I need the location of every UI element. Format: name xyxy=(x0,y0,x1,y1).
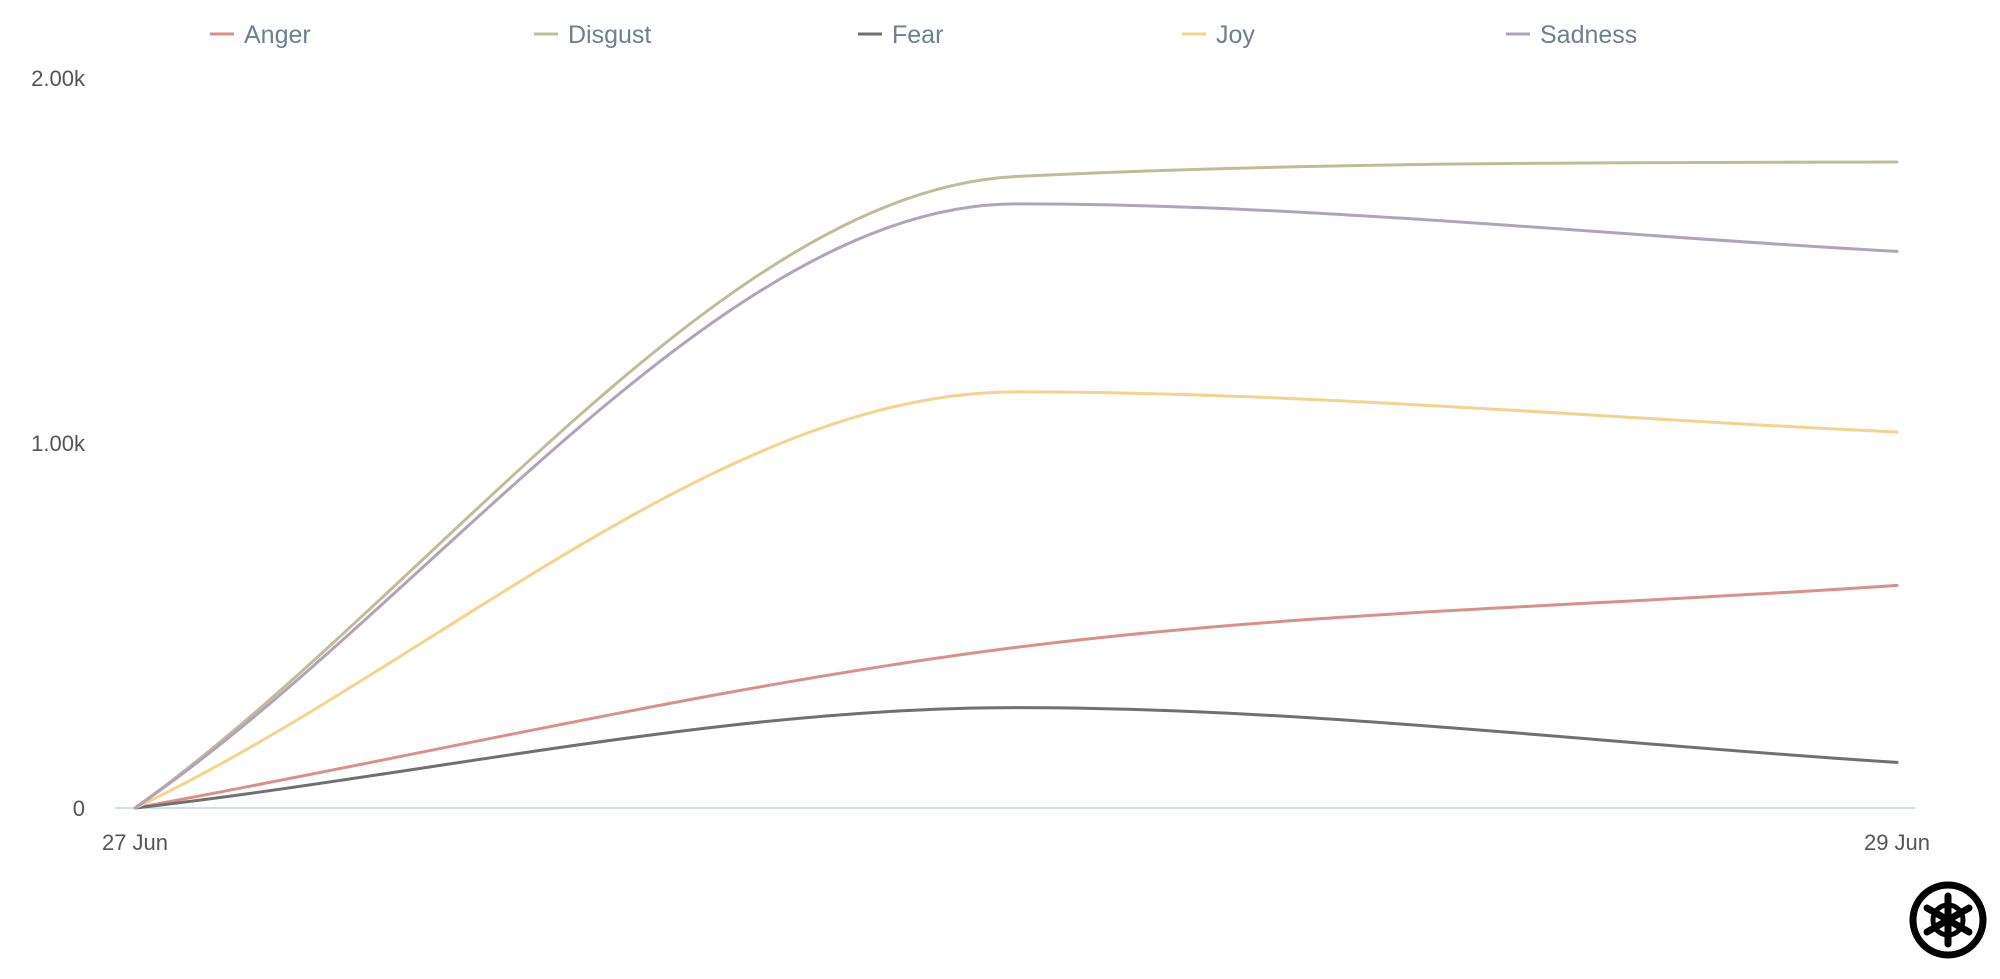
x-tick-label: 29 Jun xyxy=(1864,830,1930,855)
legend-item-anger[interactable]: Anger xyxy=(210,21,311,49)
y-tick-label: 0 xyxy=(73,796,85,821)
legend-item-fear[interactable]: Fear xyxy=(858,21,943,49)
legend-label: Fear xyxy=(892,21,943,49)
series-line-fear[interactable] xyxy=(133,706,1899,810)
series-lines xyxy=(133,160,1899,810)
series-line-disgust[interactable] xyxy=(133,160,1899,810)
legend-label: Anger xyxy=(244,21,311,49)
y-tick-label: 2.00k xyxy=(31,66,86,91)
x-tick-label: 27 Jun xyxy=(102,830,168,855)
y-axis-ticks: 0 1.00k 2.00k xyxy=(31,66,86,821)
legend-item-sadness[interactable]: Sadness xyxy=(1506,21,1637,49)
x-axis-ticks: 27 Jun 29 Jun xyxy=(102,830,1930,855)
legend-label: Joy xyxy=(1216,21,1255,49)
series-line-sadness[interactable] xyxy=(133,202,1899,810)
legend-label: Disgust xyxy=(568,21,651,49)
legend-item-disgust[interactable]: Disgust xyxy=(534,21,651,49)
asterisk-logo-icon xyxy=(1909,881,1987,959)
legend-label: Sadness xyxy=(1540,21,1637,49)
legend-item-joy[interactable]: Joy xyxy=(1182,21,1255,49)
legend: Anger Disgust Fear Joy Sadness xyxy=(210,21,1637,49)
series-line-anger[interactable] xyxy=(133,583,1899,810)
y-tick-label: 1.00k xyxy=(31,431,86,456)
series-line-joy[interactable] xyxy=(133,390,1899,810)
